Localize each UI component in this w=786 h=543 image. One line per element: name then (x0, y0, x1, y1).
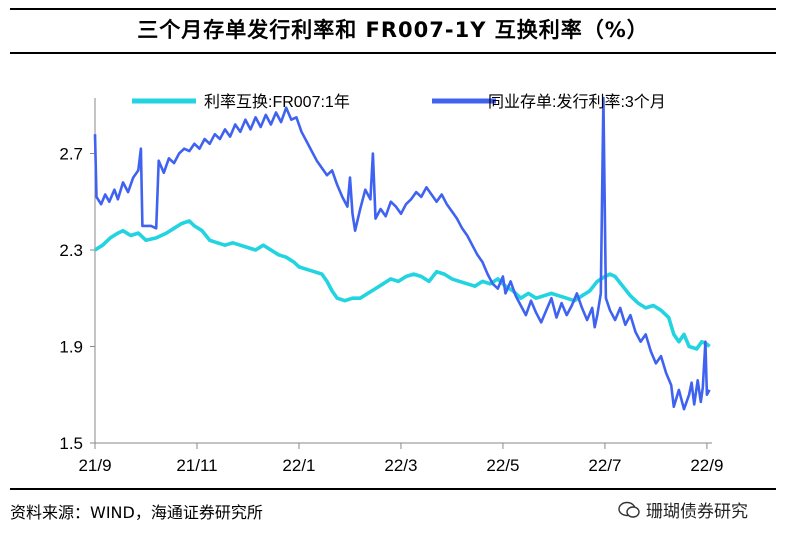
x-axis-ticks: 21/9 21/11 22/1 22/3 22/5 22/7 22/9 (78, 443, 723, 475)
watermark: 珊瑚债券研究 (618, 497, 748, 522)
x-tick-label: 22/9 (690, 456, 723, 475)
title-bottom-rule (10, 52, 776, 54)
y-tick-label: 1.5 (59, 434, 83, 453)
x-tick-label: 22/7 (588, 456, 621, 475)
x-tick-label: 22/5 (486, 456, 519, 475)
x-tick-label: 21/11 (176, 456, 217, 475)
x-tick-label: 22/1 (282, 456, 315, 475)
series-line-fr007-swap (94, 219, 711, 351)
y-tick-label: 2.3 (59, 241, 83, 260)
footer-rule (10, 488, 776, 490)
source-note: 资料来源：WIND，海通证券研究所 (10, 503, 263, 522)
legend: 利率互换:FR007:1年 同业存单:发行利率:3个月 (132, 93, 666, 111)
y-axis-ticks: 1.5 1.9 2.3 2.7 (59, 144, 95, 453)
legend-label: 同业存单:发行利率:3个月 (488, 93, 666, 111)
y-tick-label: 2.7 (59, 144, 83, 163)
legend-label: 利率互换:FR007:1年 (204, 93, 350, 111)
chat-bubble-icon (618, 501, 640, 518)
title-top-rule (10, 8, 776, 10)
x-tick-label: 21/9 (78, 456, 111, 475)
series-layer (93, 96, 711, 411)
chart-title: 三个月存单发行利率和 FR007-1Y 互换利率（%） (137, 18, 649, 42)
y-tick-label: 1.9 (59, 337, 83, 356)
series-line-ncd-3m (93, 96, 711, 411)
watermark-text: 珊瑚债券研究 (646, 502, 748, 522)
x-tick-label: 22/3 (384, 456, 417, 475)
